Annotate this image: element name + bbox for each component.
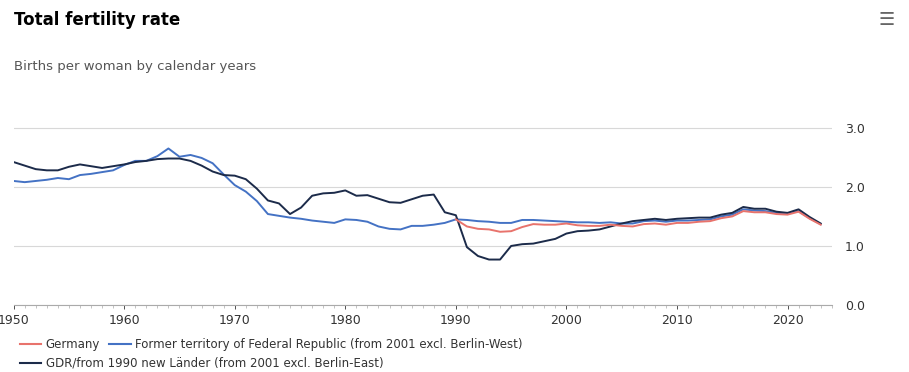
Text: Births per woman by calendar years: Births per woman by calendar years bbox=[14, 60, 255, 73]
Text: Total fertility rate: Total fertility rate bbox=[14, 11, 180, 29]
Text: ☰: ☰ bbox=[878, 11, 894, 29]
Legend: GDR/from 1990 new Länder (from 2001 excl. Berlin-East): GDR/from 1990 new Länder (from 2001 excl… bbox=[19, 357, 383, 370]
Legend: Germany, Former territory of Federal Republic (from 2001 excl. Berlin-West): Germany, Former territory of Federal Rep… bbox=[19, 338, 523, 351]
